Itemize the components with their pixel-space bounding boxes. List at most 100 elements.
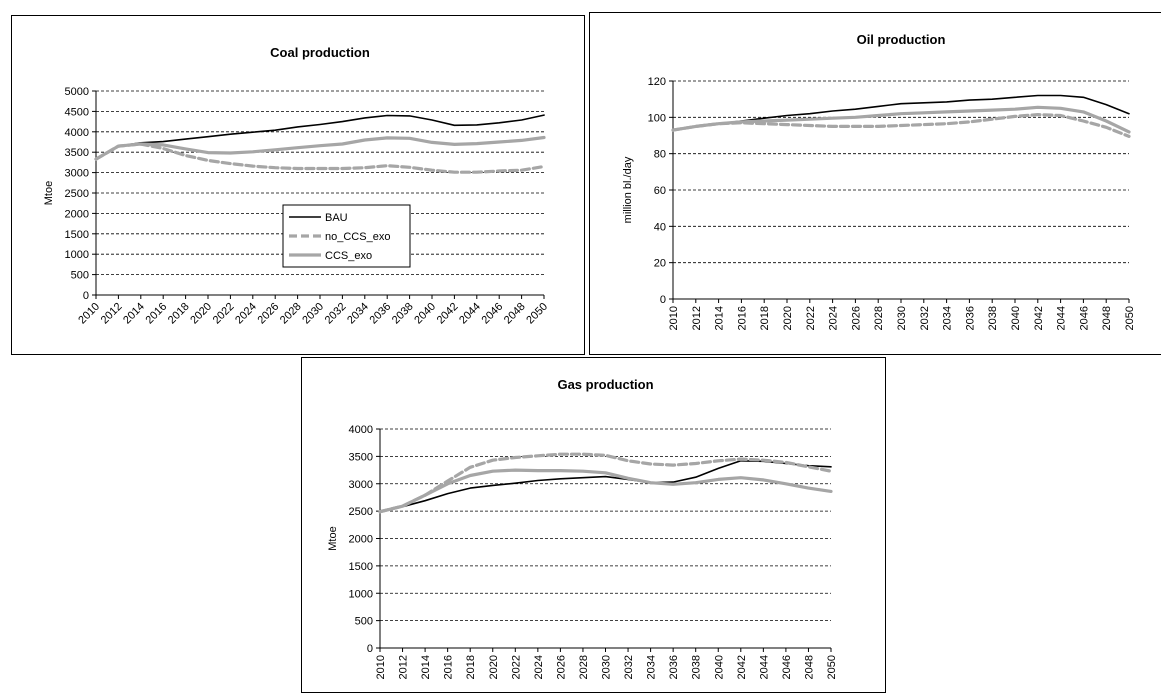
coal-x-tick-label: 2036	[368, 301, 394, 327]
oil-x-tick-label: 2042	[1033, 306, 1045, 330]
coal-y-tick-label: 500	[71, 270, 89, 282]
oil-x-tick-label: 2032	[919, 306, 931, 330]
coal-chart-title: Coal production	[270, 45, 370, 60]
coal-x-tick-label: 2014	[121, 301, 147, 327]
oil-y-tick-label: 60	[654, 185, 666, 197]
gas-x-tick-label: 2018	[465, 655, 477, 679]
gas-x-tick-label: 2030	[601, 655, 613, 679]
coal-legend-label-ccs-exo: CCS_exo	[325, 250, 372, 262]
gas-x-tick-label: 2040	[713, 655, 725, 679]
coal-x-tick-label: 2010	[76, 301, 102, 327]
coal-x-tick-label: 2028	[278, 301, 304, 327]
oil-x-tick-label: 2022	[805, 306, 817, 330]
oil-x-tick-label: 2050	[1124, 306, 1136, 330]
coal-x-tick-label: 2030	[300, 301, 326, 327]
oil-y-tick-label: 80	[654, 149, 666, 161]
coal-x-tick-label: 2044	[457, 301, 483, 327]
coal-x-tick-label: 2032	[323, 301, 349, 327]
gas-x-tick-label: 2014	[420, 655, 432, 679]
oil-y-axis-label: million bl./day	[622, 156, 634, 223]
gas-series-line-bau	[379, 460, 832, 513]
oil-y-tick-label: 100	[648, 112, 666, 124]
oil-series-line-ccs-exo	[671, 105, 1131, 134]
oil-x-tick-label: 2028	[873, 306, 885, 330]
gas-x-tick-label: 2028	[578, 655, 590, 679]
coal-x-tick-label: 2020	[188, 301, 214, 327]
gas-y-tick-label: 2000	[349, 534, 373, 546]
gas-y-tick-label: 3500	[349, 451, 373, 463]
gas-y-tick-label: 4000	[349, 424, 373, 436]
gas-series-line-no-ccs-exo	[378, 452, 833, 514]
coal-x-tick-label: 2050	[524, 301, 550, 327]
gas-chart-title: Gas production	[557, 377, 653, 392]
oil-x-tick-label: 2044	[1056, 306, 1068, 330]
coal-production-chart: Coal production 0 500 1000 1500 2000 2500 3000 3…	[11, 15, 585, 355]
oil-x-tick-label: 2048	[1101, 306, 1113, 330]
oil-x-tick-label: 2012	[691, 306, 703, 330]
coal-y-tick-label: 2500	[65, 188, 89, 200]
gas-x-tick-label: 2044	[758, 655, 770, 679]
gas-x-tick-label: 2036	[668, 655, 680, 679]
oil-x-tick-label: 2016	[736, 306, 748, 330]
gas-x-tick-label: 2016	[443, 655, 455, 679]
coal-x-tick-label: 2048	[502, 301, 528, 327]
coal-y-tick-label: 4000	[65, 127, 89, 139]
coal-legend-label-bau: BAU	[325, 212, 348, 224]
gas-y-tick-label: 2500	[349, 506, 373, 518]
gas-x-tick-label: 2032	[623, 655, 635, 679]
gas-y-tick-label: 0	[367, 643, 373, 655]
coal-chart-svg: Coal production 0 500 1000 1500 2000 2500 3000 3…	[43, 45, 550, 327]
gas-x-tick-label: 2024	[533, 655, 545, 679]
coal-x-tick-label: 2046	[480, 301, 506, 327]
oil-x-tick-label: 2026	[850, 306, 862, 330]
oil-x-tick-label: 2036	[964, 306, 976, 330]
coal-y-tick-label: 5000	[65, 86, 89, 98]
coal-series-line-ccs-exo	[94, 135, 546, 161]
coal-x-tick-label: 2026	[256, 301, 282, 327]
gas-x-tick-label: 2048	[803, 655, 815, 679]
oil-x-tick-label: 2024	[828, 306, 840, 330]
coal-series-line-no-ccs-exo	[94, 142, 546, 174]
oil-series-line-no-ccs-exo	[671, 112, 1131, 139]
gas-series-line-ccs-exo	[378, 468, 833, 514]
gas-x-tick-label: 2050	[826, 655, 838, 679]
gas-y-tick-label: 1500	[349, 561, 373, 573]
gas-y-tick-label: 3000	[349, 479, 373, 491]
oil-x-tick-label: 2030	[896, 306, 908, 330]
gas-x-tick-label: 2020	[488, 655, 500, 679]
coal-y-tick-label: 3500	[65, 147, 89, 159]
coal-legend-label-no-ccs-exo: no_CCS_exo	[325, 231, 390, 243]
gas-x-tick-label: 2034	[646, 655, 658, 679]
coal-x-tick-label: 2018	[166, 301, 192, 327]
oil-production-chart: Oil production 0 20 40 60 80 100 120 million bl.…	[589, 12, 1161, 355]
oil-x-tick-label: 2020	[782, 306, 794, 330]
gas-y-axis-label: Mtoe	[327, 526, 339, 550]
gas-x-tick-label: 2042	[736, 655, 748, 679]
oil-x-tick-label: 2014	[714, 306, 726, 330]
gas-x-tick-label: 2022	[510, 655, 522, 679]
gas-x-tick-label: 2012	[398, 655, 410, 679]
oil-x-tick-label: 2034	[942, 306, 954, 330]
coal-x-tick-label: 2012	[99, 301, 125, 327]
oil-y-tick-label: 20	[654, 258, 666, 270]
coal-x-tick-label: 2034	[345, 301, 371, 327]
oil-x-tick-label: 2046	[1078, 306, 1090, 330]
coal-y-tick-label: 0	[83, 290, 89, 302]
oil-chart-title: Oil production	[857, 32, 946, 47]
oil-x-tick-label: 2018	[759, 306, 771, 330]
coal-x-tick-label: 2024	[233, 301, 259, 327]
coal-y-tick-label: 2000	[65, 208, 89, 220]
oil-y-tick-label: 0	[660, 294, 666, 306]
gas-y-tick-label: 500	[355, 616, 373, 628]
coal-x-tick-label: 2042	[435, 301, 461, 327]
gas-x-tick-label: 2026	[555, 655, 567, 679]
gas-x-tick-label: 2010	[375, 655, 387, 679]
coal-x-tick-label: 2022	[211, 301, 237, 327]
gas-y-tick-label: 1000	[349, 588, 373, 600]
coal-x-tick-label: 2040	[412, 301, 438, 327]
coal-y-tick-label: 3000	[65, 168, 89, 180]
oil-x-tick-label: 2040	[1010, 306, 1022, 330]
coal-series-line-bau	[95, 114, 545, 160]
gas-x-tick-label: 2038	[691, 655, 703, 679]
